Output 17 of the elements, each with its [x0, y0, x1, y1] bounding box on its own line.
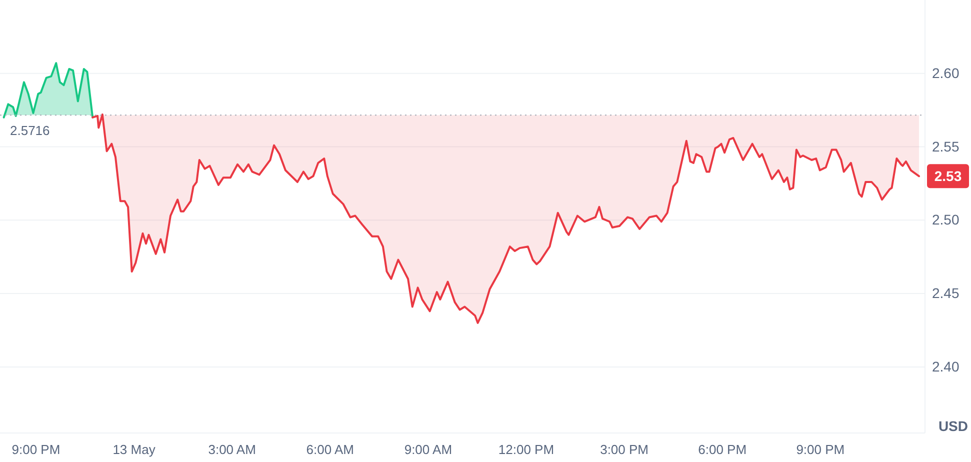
y-tick-label: 2.60	[932, 64, 960, 81]
y-tick-label: 2.40	[932, 358, 960, 374]
x-tick-label: 6:00 PM	[698, 442, 747, 458]
x-tick-label: 9:00 AM	[404, 442, 452, 458]
x-tick-label: 12:00 PM	[498, 442, 554, 458]
y-tick-label: 2.45	[932, 285, 960, 302]
annotation: 2.53	[934, 168, 962, 184]
x-tick-label: 13 May	[112, 442, 156, 458]
x-tick-label: 6:00 AM	[306, 442, 354, 458]
x-tick-label: 9:00 PM	[796, 442, 845, 458]
x-tick-label: 3:00 AM	[208, 442, 256, 458]
y-tick-label: 2.55	[932, 138, 960, 154]
x-tick-label: 9:00 PM	[12, 442, 60, 458]
y-axis-title: USD	[938, 418, 968, 434]
ref-line-label: 2.5716	[10, 123, 50, 138]
x-tick-label: 3:00 PM	[600, 442, 649, 458]
y-tick-label: 2.50	[932, 212, 960, 228]
